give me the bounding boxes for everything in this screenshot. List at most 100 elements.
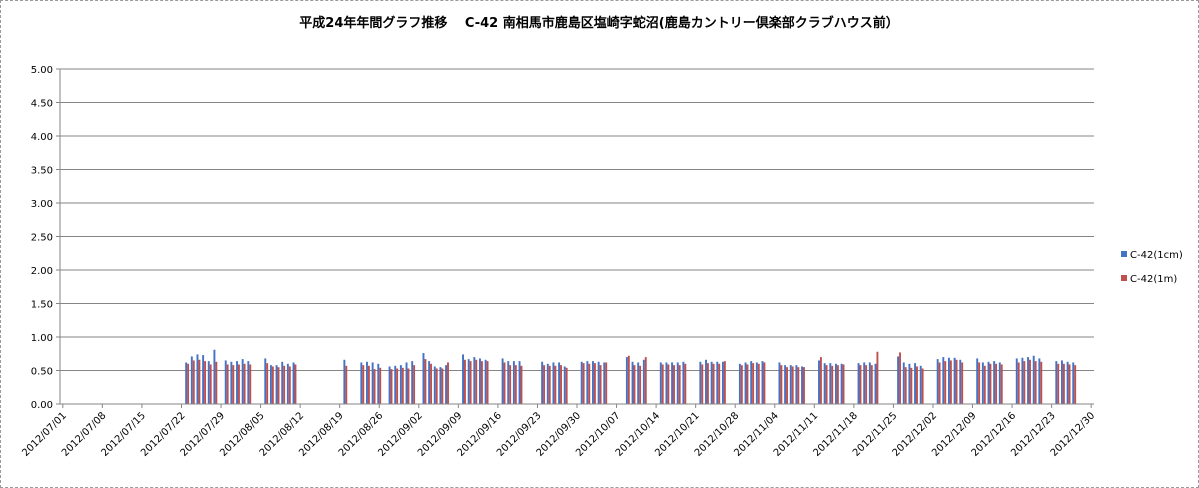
bar-c42-1cm bbox=[710, 361, 713, 404]
bar-c42-1cm bbox=[953, 357, 956, 404]
bar-c42-1m bbox=[791, 366, 794, 404]
bar-c42-1m bbox=[740, 365, 743, 404]
bar-c42-1m bbox=[876, 351, 879, 404]
bar-c42-1cm bbox=[642, 359, 645, 404]
bar-c42-1m bbox=[593, 363, 596, 404]
bar-c42-1m bbox=[413, 365, 416, 404]
bar-c42-1cm bbox=[462, 354, 464, 404]
bar-c42-1cm bbox=[857, 363, 860, 404]
bar-c42-1m bbox=[1057, 363, 1060, 404]
bar-c42-1cm bbox=[541, 361, 544, 404]
bar-c42-1cm bbox=[202, 355, 205, 404]
bar-c42-1m bbox=[582, 363, 585, 404]
bar-c42-1m bbox=[288, 366, 291, 404]
bar-c42-1m bbox=[447, 362, 449, 404]
bar-c42-1m bbox=[831, 365, 834, 404]
bar-c42-1m bbox=[955, 359, 958, 404]
bar-c42-1m bbox=[803, 367, 805, 404]
y-tick-label: 4.50 bbox=[31, 99, 53, 110]
bar-c42-1cm bbox=[1032, 355, 1035, 404]
bar-c42-1m bbox=[1068, 364, 1071, 404]
bar-c42-1cm bbox=[755, 362, 758, 404]
bar-c42-1cm bbox=[269, 365, 272, 404]
bar-c42-1cm bbox=[388, 366, 391, 404]
bar-c42-1m bbox=[430, 363, 433, 404]
bar-c42-1cm bbox=[987, 361, 990, 404]
bar-c42-1m bbox=[520, 365, 523, 404]
bar-c42-1cm bbox=[286, 363, 289, 404]
bar-c42-1m bbox=[548, 365, 551, 404]
bar-c42-1m bbox=[441, 368, 444, 404]
bar-c42-1cm bbox=[682, 361, 685, 404]
bar-c42-1m bbox=[899, 352, 901, 404]
bar-c42-1m bbox=[989, 363, 992, 404]
bar-c42-1cm bbox=[371, 362, 374, 404]
bar-c42-1m bbox=[910, 367, 913, 404]
bar-c42-1m bbox=[746, 364, 749, 404]
bar-c42-1cm bbox=[586, 361, 589, 404]
bar-c42-1cm bbox=[744, 362, 747, 404]
bar-c42-1m bbox=[277, 367, 280, 404]
bar-c42-1m bbox=[469, 361, 472, 404]
bar-c42-1cm bbox=[377, 363, 380, 404]
bar-c42-1cm bbox=[411, 361, 414, 404]
y-tick-label: 2.00 bbox=[31, 266, 53, 277]
bar-c42-1cm bbox=[207, 361, 210, 404]
bar-c42-1cm bbox=[1015, 358, 1018, 404]
bar-c42-1cm bbox=[563, 366, 566, 404]
bar-c42-1m bbox=[661, 364, 664, 404]
bar-c42-1m bbox=[644, 357, 647, 404]
bar-c42-1cm bbox=[394, 365, 397, 404]
bar-c42-1cm bbox=[501, 358, 504, 404]
bar-c42-1m bbox=[712, 363, 715, 404]
bar-c42-1m bbox=[379, 367, 382, 404]
bar-c42-1m bbox=[921, 368, 924, 404]
bar-c42-1cm bbox=[993, 361, 996, 404]
bar-c42-1m bbox=[938, 362, 941, 404]
bar-c42-1m bbox=[209, 364, 212, 404]
y-tick-label: 0.00 bbox=[31, 400, 53, 411]
bar-c42-1cm bbox=[1055, 361, 1058, 404]
bar-c42-1m bbox=[243, 363, 246, 404]
x-axis-ticks: 2012/07/012012/07/082012/07/152012/07/22… bbox=[20, 404, 1097, 459]
bar-c42-1cm bbox=[190, 356, 193, 404]
bar-c42-1m bbox=[1029, 359, 1031, 404]
bar-c42-1m bbox=[435, 368, 438, 404]
bar-c42-1m bbox=[718, 363, 721, 404]
bar-c42-1cm bbox=[241, 359, 244, 404]
y-tick-label: 1.50 bbox=[31, 300, 53, 311]
bar-c42-1cm bbox=[213, 349, 216, 404]
y-tick-label: 1.00 bbox=[31, 333, 53, 344]
bar-c42-1m bbox=[961, 362, 964, 404]
bar-c42-1m bbox=[639, 365, 642, 404]
bar-c42-1cm bbox=[512, 361, 515, 404]
bar-c42-1cm bbox=[484, 359, 487, 404]
bar-c42-1m bbox=[797, 367, 800, 404]
bar-c42-1m bbox=[1017, 362, 1020, 404]
bar-c42-1m bbox=[752, 363, 755, 404]
bar-c42-1m bbox=[605, 362, 608, 404]
bar-c42-1m bbox=[859, 365, 862, 404]
bar-c42-1m bbox=[949, 360, 952, 404]
bar-c42-1m bbox=[204, 361, 206, 404]
bar-c42-1m bbox=[667, 364, 670, 404]
bar-c42-1cm bbox=[795, 365, 798, 404]
bar-c42-1cm bbox=[366, 361, 368, 404]
y-tick-label: 4.00 bbox=[31, 132, 53, 143]
bar-c42-1m bbox=[870, 365, 873, 404]
bar-c42-1cm bbox=[625, 357, 628, 404]
bar-c42-1cm bbox=[761, 361, 764, 404]
bar-c42-1m bbox=[543, 365, 546, 404]
bar-c42-1cm bbox=[467, 359, 470, 404]
bar-c42-1cm bbox=[275, 365, 278, 404]
bar-c42-1cm bbox=[874, 363, 877, 404]
bar-c42-1cm bbox=[897, 356, 900, 404]
bar-c42-1cm bbox=[908, 363, 911, 404]
bar-c42-1m bbox=[673, 365, 675, 404]
bar-c42-1cm bbox=[948, 357, 950, 404]
bar-c42-1cm bbox=[439, 367, 442, 404]
bar-c42-1m bbox=[390, 369, 393, 404]
y-axis-ticks: 5.00 4.50 4.00 3.50 3.00 2.50 2.00 1.50 1.00 0.50… bbox=[31, 65, 60, 411]
bar-c42-1cm bbox=[659, 362, 662, 404]
